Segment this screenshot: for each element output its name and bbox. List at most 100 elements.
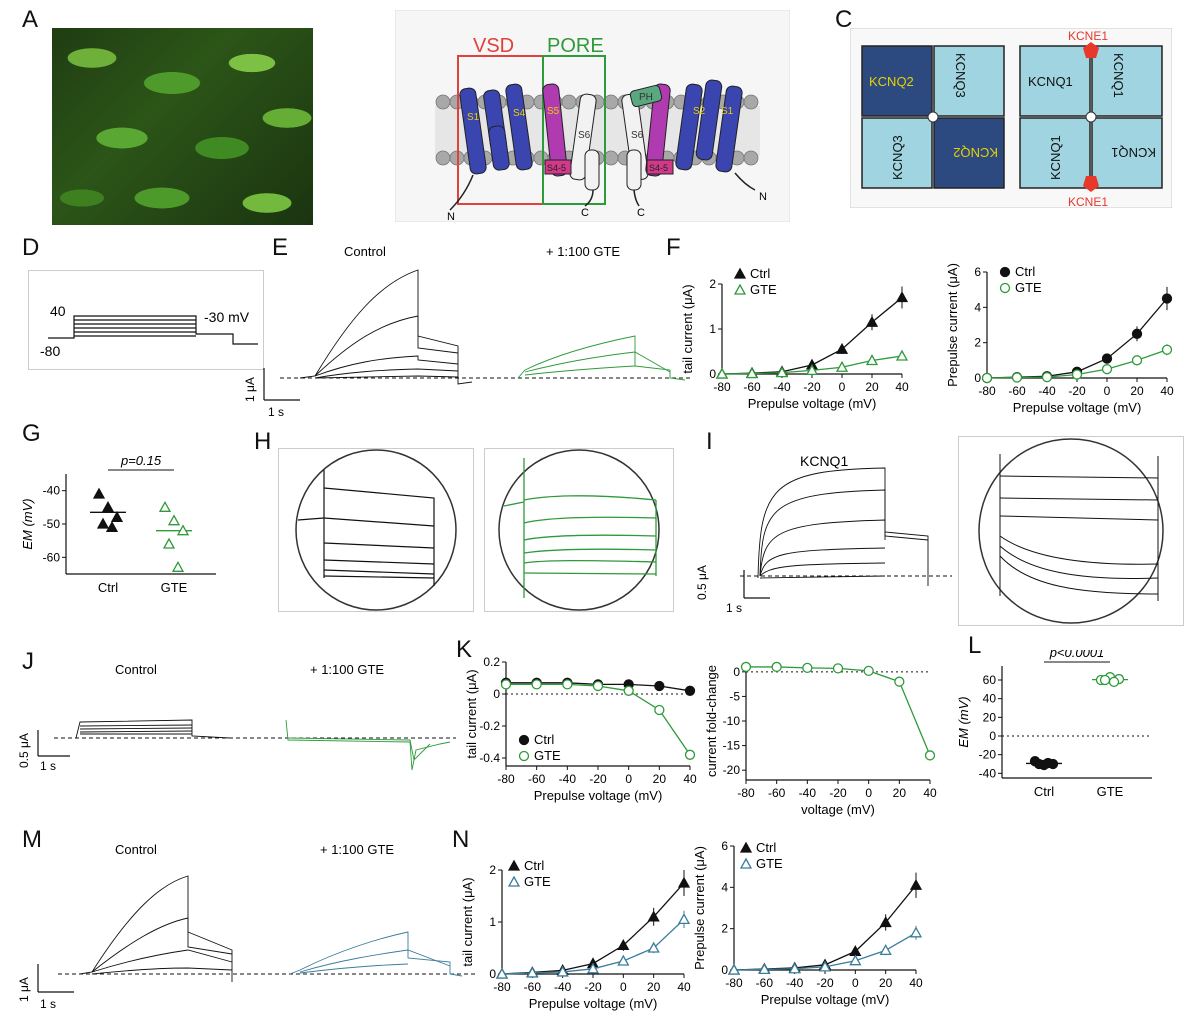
data-point-ctrl	[677, 876, 691, 888]
chart-f-prepulse-current: 0 2 4 6 -80 -60 -40 -20 0 20 40 Prepulse voltage (m…	[945, 263, 1174, 415]
legend-marker-ctrl	[733, 267, 747, 279]
j-scale-y: 0.5 μA	[17, 733, 31, 768]
subunit-arrangement-diagram: KCNQ2 KCNQ3 KCNQ3 KCNQ2 KCNQ1 KCNQ1 KCNQ…	[850, 28, 1172, 208]
category-label: GTE	[1097, 784, 1124, 799]
chart-l-em: 60 40 20 0 -20 -40 EM (mV) Ctrl GTE p<0.0001	[956, 650, 1152, 799]
protocol-hold-voltage: -80	[40, 343, 60, 359]
legend-marker-gte	[733, 283, 747, 295]
data-point-gte	[802, 662, 813, 674]
legend-label-ctrl: Ctrl	[534, 732, 554, 747]
c-terminus-label: C	[581, 207, 589, 219]
panel-e-traces: Control + 1:100 GTE 1 μA 1 s	[243, 244, 690, 419]
x-tick-label: -20	[829, 786, 847, 800]
y-tick-label: 60	[983, 673, 997, 687]
legend-label-ctrl: Ctrl	[524, 858, 544, 873]
data-point-gte	[745, 367, 759, 379]
data-point-gte	[495, 967, 509, 979]
x-tick-label: -60	[528, 772, 546, 786]
zoom-control-circle	[278, 448, 474, 612]
p-value-label: p<0.0001	[1049, 650, 1105, 660]
panel-label-c: C	[835, 6, 853, 33]
pore-box	[542, 55, 606, 205]
kcnq3-label-1: KCNQ3	[953, 53, 968, 98]
i-title: KCNQ1	[800, 453, 848, 469]
y-tick-label: 1	[709, 322, 716, 336]
m-scale-y: 1 μA	[17, 977, 31, 1002]
m-gte-label: + 1:100 GTE	[320, 842, 394, 857]
seg-s6b-label: S6	[631, 130, 644, 141]
x-tick-label: -20	[589, 772, 607, 786]
data-point-gte	[727, 963, 741, 975]
data-point-gte	[1099, 674, 1111, 686]
y-tick-label: 2	[974, 336, 981, 350]
data-point-gte	[592, 680, 604, 692]
c-terminus-label-2: C	[637, 207, 645, 219]
y-tick-label: -15	[723, 739, 741, 753]
chart-g-em: -40 -50 -60 EM (mV) Ctrl GTE p=0.15	[20, 453, 216, 595]
panel-label-h: H	[254, 428, 272, 455]
data-point-gte	[788, 962, 801, 974]
j-scale-x: 1 s	[40, 759, 56, 773]
seg-s1-label: S1	[467, 112, 480, 123]
legend-marker-ctrl	[518, 734, 530, 746]
legend-label-ctrl: Ctrl	[750, 266, 770, 281]
data-point-ctrl	[617, 939, 630, 951]
data-point-gte	[531, 679, 542, 690]
data-point-gte	[924, 750, 936, 761]
x-tick-label: 20	[653, 772, 667, 786]
legend-marker-ctrl	[999, 266, 1011, 278]
data-point-gte	[1101, 364, 1113, 375]
y-tick-label: -40	[979, 766, 997, 780]
y-tick-label: -10	[723, 714, 741, 728]
y-axis-label: Prepulse current (μA)	[945, 263, 960, 387]
x-axis-label: Prepulse voltage (mV)	[748, 396, 877, 411]
x-axis-label: Prepulse voltage (mV)	[534, 788, 663, 803]
data-point-gte	[909, 926, 923, 938]
x-tick-label: -40	[554, 980, 572, 994]
legend-label-gte: GTE	[756, 856, 783, 871]
y-tick-label: -0.4	[479, 751, 500, 765]
x-tick-label: 0	[839, 380, 846, 394]
x-axis-label: Prepulse voltage (mV)	[529, 996, 658, 1011]
data-point-gte	[894, 676, 905, 687]
data-point-gte	[835, 360, 849, 372]
y-tick-label: 6	[974, 265, 981, 279]
panel-label-i: I	[706, 428, 713, 455]
e-gte-label: + 1:100 GTE	[546, 244, 620, 259]
x-tick-label: -20	[584, 980, 602, 994]
series-line-ctrl	[986, 298, 1168, 379]
y-tick-label: -5	[729, 689, 740, 703]
x-axis-label: Prepulse voltage (mV)	[1013, 400, 1142, 415]
data-point-gte	[617, 954, 630, 966]
x-tick-label: -80	[725, 976, 743, 990]
kcnq2-label-2: KCNQ2	[953, 145, 998, 160]
data-point-gte	[176, 524, 190, 536]
y-tick-label: -20	[723, 763, 741, 777]
y-tick-label: -20	[979, 748, 997, 762]
kcnq2-label-1: KCNQ2	[869, 74, 914, 89]
y-tick-label: -40	[43, 484, 61, 498]
n-terminus-label: N	[447, 211, 455, 222]
kcnq1-label-2: KCNQ1	[1111, 53, 1126, 98]
category-label: Ctrl	[98, 580, 118, 595]
legend-label-gte: GTE	[524, 874, 551, 889]
data-point-gte	[158, 500, 172, 512]
x-tick-label: -60	[768, 786, 786, 800]
n-terminus-label-2: N	[759, 191, 767, 203]
data-point-ctrl	[92, 487, 106, 499]
legend-marker-ctrl	[739, 841, 753, 853]
panel-m-traces: Control + 1:100 GTE 1 μA 1 s	[17, 842, 476, 1011]
y-axis-label: current fold-change	[704, 665, 719, 777]
y-tick-label: 6	[721, 839, 728, 853]
seg-s6-label: S6	[578, 130, 591, 141]
x-tick-label: 40	[683, 772, 697, 786]
x-tick-label: 20	[647, 980, 661, 994]
x-tick-label: -80	[737, 786, 755, 800]
data-point-gte	[1011, 372, 1023, 383]
data-point-gte	[775, 366, 789, 378]
data-point-ctrl	[1131, 328, 1143, 339]
data-point-gte	[865, 354, 879, 366]
data-point-gte	[623, 685, 634, 696]
seg-s2-label: S2	[693, 106, 706, 117]
panel-label-d: D	[22, 234, 40, 261]
